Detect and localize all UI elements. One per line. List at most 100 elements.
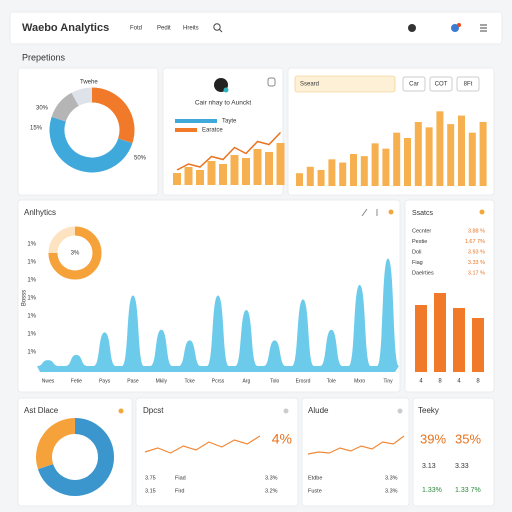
button[interactable] bbox=[402, 76, 426, 92]
button[interactable] bbox=[456, 76, 480, 92]
user-icon[interactable] bbox=[408, 24, 416, 32]
stat-value: 3.88 % bbox=[468, 228, 485, 234]
bar bbox=[436, 111, 444, 186]
stat-value: 3.93 % bbox=[468, 249, 485, 255]
card bbox=[135, 397, 299, 507]
donut-segment bbox=[37, 418, 114, 496]
y-tick-label: 1% bbox=[27, 350, 36, 356]
x-tick-label: 8 bbox=[476, 379, 480, 385]
card bbox=[301, 397, 410, 507]
bar bbox=[350, 154, 357, 186]
bar bbox=[184, 167, 193, 185]
menu-icon[interactable] bbox=[480, 24, 487, 32]
area bbox=[37, 258, 399, 372]
row-text: Fiad bbox=[175, 475, 186, 481]
card bbox=[404, 199, 495, 393]
bar bbox=[472, 318, 484, 372]
stat-value: 1.67 7% bbox=[465, 239, 485, 245]
bar bbox=[317, 170, 325, 186]
notification-icon[interactable] bbox=[451, 24, 459, 32]
nav-link[interactable]: Pedit bbox=[157, 26, 171, 32]
legend-label: Earatce bbox=[202, 128, 223, 134]
card-title: Cair nhay to Aunckt bbox=[195, 100, 252, 107]
bar bbox=[434, 293, 446, 372]
card-title: Alude bbox=[308, 406, 329, 415]
toolbar-icons[interactable] bbox=[361, 208, 394, 217]
legend-label: Tayte bbox=[222, 119, 237, 125]
y-tick-label: 1% bbox=[27, 296, 36, 302]
card bbox=[162, 67, 284, 196]
stat-label: Cecnter bbox=[412, 228, 431, 234]
axis-label: Bosss bbox=[22, 290, 28, 306]
legend-swatch bbox=[175, 119, 217, 123]
donut-label: 15% bbox=[30, 126, 43, 132]
header-bar bbox=[9, 11, 503, 45]
row-text: Etdbe bbox=[308, 475, 322, 481]
donut-label: 30% bbox=[36, 106, 49, 112]
row-text: 3.3% bbox=[265, 475, 278, 481]
donut-segment bbox=[91, 87, 135, 144]
bar bbox=[393, 132, 401, 186]
row-text: 1.33% bbox=[422, 487, 442, 494]
y-tick-label: 1% bbox=[27, 332, 36, 338]
card bbox=[412, 397, 495, 507]
donut-label: 50% bbox=[134, 156, 147, 162]
icon bbox=[397, 408, 403, 414]
button[interactable] bbox=[429, 76, 453, 92]
bar bbox=[382, 148, 390, 186]
line bbox=[144, 435, 261, 454]
bar bbox=[242, 158, 250, 185]
search-input[interactable] bbox=[294, 75, 396, 93]
bar bbox=[447, 124, 455, 186]
icon bbox=[283, 408, 289, 414]
big-value: 35% bbox=[455, 431, 481, 446]
bar bbox=[414, 122, 422, 186]
search-placeholder: Sseard bbox=[300, 82, 319, 88]
status-dot bbox=[223, 87, 229, 93]
bar bbox=[453, 308, 465, 372]
x-tick-label: Mxro bbox=[354, 378, 365, 384]
nav-link[interactable]: Hreits bbox=[183, 26, 199, 32]
stat-value: 3.17 % bbox=[468, 270, 485, 276]
big-value: 4% bbox=[272, 431, 292, 447]
x-tick-label: Tolo bbox=[270, 378, 279, 384]
bar bbox=[219, 164, 227, 185]
section-title: Prepetions bbox=[22, 52, 66, 62]
bar bbox=[468, 132, 476, 186]
badge bbox=[457, 23, 461, 27]
button-label: COT bbox=[435, 82, 448, 88]
search-icon[interactable] bbox=[213, 23, 223, 33]
donut-segment bbox=[49, 116, 133, 173]
bar bbox=[328, 159, 336, 186]
icon bbox=[118, 408, 124, 414]
y-tick-label: 1% bbox=[27, 314, 36, 320]
y-tick-label: 1% bbox=[27, 242, 36, 248]
x-tick-label: 4 bbox=[457, 379, 461, 385]
inset-label: 3% bbox=[71, 251, 80, 257]
x-tick-label: Tcke bbox=[185, 378, 196, 384]
x-tick-label: Tiny bbox=[383, 378, 393, 384]
card-title: Ast Dlace bbox=[24, 406, 59, 415]
stat-label: Doli bbox=[412, 249, 421, 255]
button-label: Car bbox=[409, 82, 419, 88]
x-tick-label: Erosrd bbox=[296, 378, 311, 384]
bar bbox=[296, 173, 303, 186]
y-tick-label: 1% bbox=[27, 260, 36, 266]
bar bbox=[360, 156, 368, 186]
bar bbox=[196, 170, 204, 185]
card-title: Ssatcs bbox=[412, 210, 434, 217]
donut-segment bbox=[51, 92, 80, 122]
bar bbox=[458, 115, 465, 186]
x-tick-label: Nwes bbox=[42, 378, 55, 384]
row-text: 1.33 7% bbox=[455, 487, 481, 494]
nav-link[interactable]: Fotd bbox=[130, 26, 142, 32]
bar bbox=[339, 162, 347, 186]
x-tick-label: 4 bbox=[419, 379, 423, 385]
card-title: Teeky bbox=[418, 406, 439, 415]
donut-segment bbox=[36, 418, 76, 470]
icon[interactable] bbox=[267, 77, 276, 87]
row-text: 3.3% bbox=[385, 488, 398, 494]
stat-label: Pestie bbox=[412, 239, 427, 245]
row-text: Fuste bbox=[308, 488, 322, 494]
bar bbox=[415, 305, 427, 372]
